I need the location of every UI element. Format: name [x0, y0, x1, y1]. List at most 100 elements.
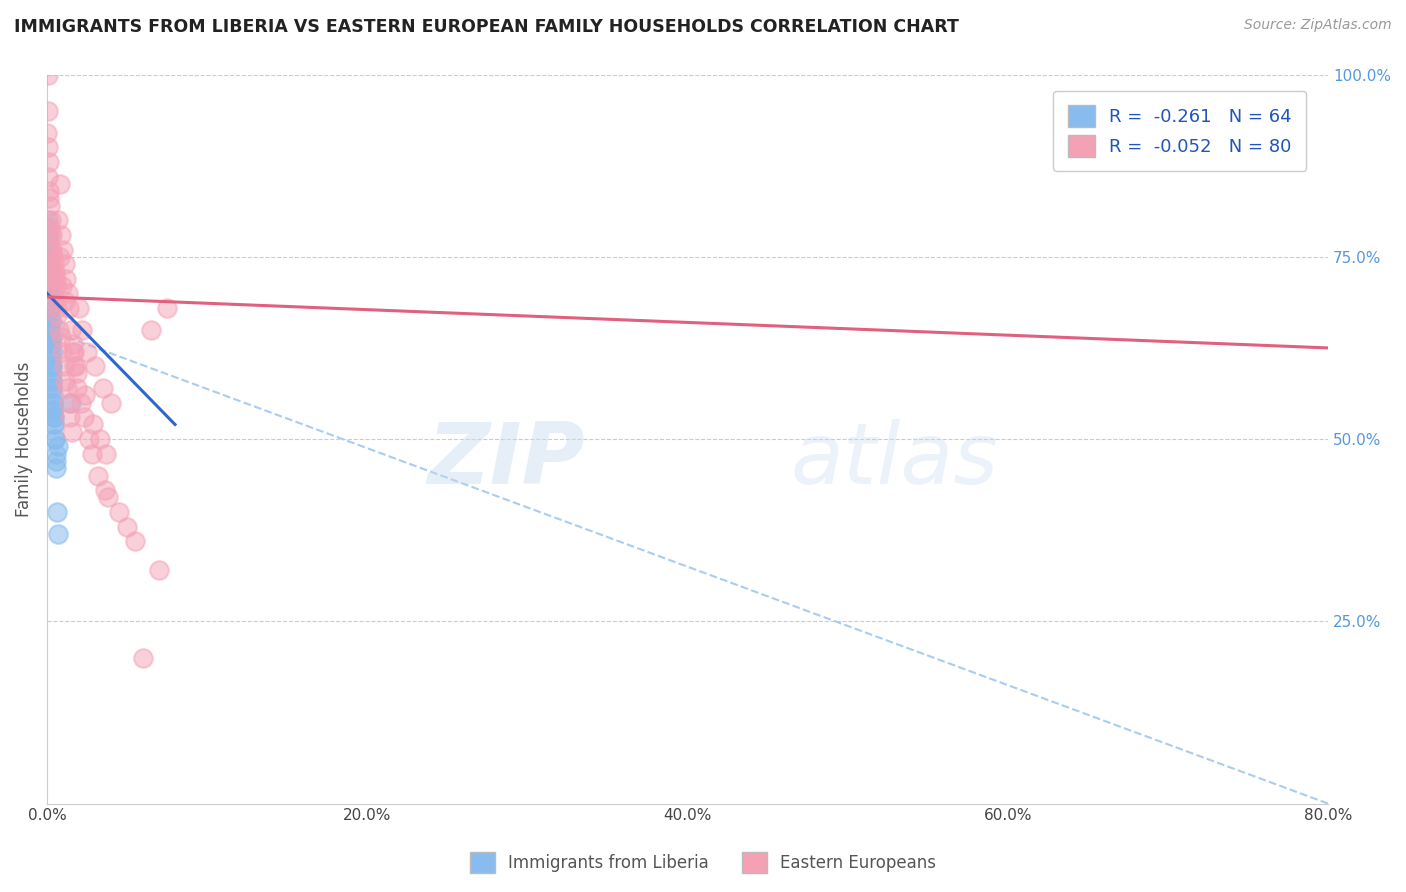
Point [41, 381, 63, 395]
Point [124, 534, 146, 549]
Point [42, 395, 65, 409]
Point [56, 286, 79, 301]
Point [44, 417, 66, 432]
Point [41, 381, 63, 395]
Point [42, 257, 65, 271]
Point [42, 286, 65, 301]
Point [41, 374, 63, 388]
Point [115, 519, 138, 533]
Point [44, 293, 66, 308]
Point [91, 381, 114, 395]
Point [41, 243, 63, 257]
Point [48, 250, 70, 264]
Point [37, 243, 59, 257]
Point [38, 279, 60, 293]
Point [65, 359, 87, 373]
Point [37, 308, 59, 322]
Point [38, 301, 60, 315]
Point [42, 388, 65, 402]
Point [37, 213, 59, 227]
Point [52, 359, 75, 373]
Point [97, 491, 120, 505]
Point [44, 432, 66, 446]
Point [87, 468, 110, 483]
Point [45, 447, 67, 461]
Point [38, 293, 60, 308]
Point [38, 286, 60, 301]
Point [38, 191, 60, 205]
Point [132, 650, 155, 665]
Point [89, 432, 111, 446]
Point [37, 169, 59, 184]
Point [37, 264, 59, 278]
Text: atlas: atlas [790, 419, 998, 502]
Point [39, 337, 62, 351]
Point [94, 447, 117, 461]
Point [59, 410, 82, 425]
Point [38, 155, 60, 169]
Point [37, 250, 59, 264]
Point [39, 315, 62, 329]
Point [46, 308, 69, 322]
Point [39, 330, 62, 344]
Point [84, 359, 107, 373]
Point [38, 227, 60, 242]
Point [52, 243, 75, 257]
Point [37, 271, 59, 285]
Point [80, 447, 103, 461]
Point [67, 301, 90, 315]
Point [42, 395, 65, 409]
Point [59, 395, 82, 409]
Point [42, 417, 65, 432]
Point [44, 432, 66, 446]
Point [46, 526, 69, 541]
Point [39, 220, 62, 235]
Point [93, 483, 115, 497]
Point [39, 323, 62, 337]
Point [42, 410, 65, 425]
Point [39, 243, 62, 257]
Point [45, 461, 67, 475]
Point [58, 395, 80, 409]
Point [38, 293, 60, 308]
Point [37, 126, 59, 140]
Point [41, 315, 63, 329]
Point [56, 381, 79, 395]
Point [100, 395, 122, 409]
Text: Source: ZipAtlas.com: Source: ZipAtlas.com [1244, 18, 1392, 32]
Point [46, 213, 69, 227]
Point [139, 323, 162, 337]
Point [37, 315, 59, 329]
Point [148, 563, 170, 577]
Point [65, 367, 87, 381]
Point [58, 301, 80, 315]
Point [42, 250, 65, 264]
Point [82, 417, 104, 432]
Point [46, 301, 69, 315]
Point [38, 286, 60, 301]
Point [41, 359, 63, 373]
Point [51, 344, 73, 359]
Point [53, 374, 76, 388]
Point [41, 257, 63, 271]
Point [41, 271, 63, 285]
Point [69, 395, 91, 409]
Point [44, 264, 66, 278]
Point [70, 323, 93, 337]
Point [42, 410, 65, 425]
Point [41, 330, 63, 344]
Text: ZIP: ZIP [427, 419, 585, 502]
Point [63, 359, 86, 373]
Point [51, 279, 73, 293]
Point [37, 271, 59, 285]
Point [77, 432, 100, 446]
Point [41, 264, 63, 278]
Point [39, 351, 62, 366]
Point [38, 279, 60, 293]
Point [42, 271, 65, 285]
Point [39, 199, 62, 213]
Point [41, 374, 63, 388]
Point [42, 403, 65, 417]
Point [45, 454, 67, 468]
Point [60, 425, 83, 439]
